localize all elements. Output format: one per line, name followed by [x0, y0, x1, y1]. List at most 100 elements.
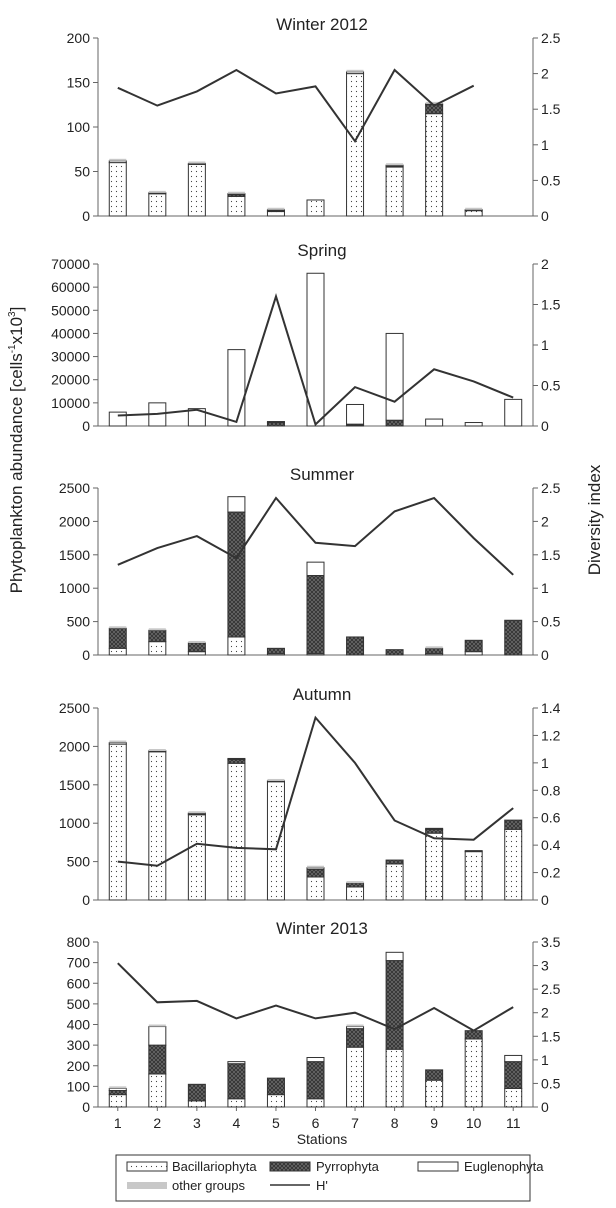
bar-pyrrophyta	[425, 647, 444, 655]
bar-euglenophyta	[464, 209, 483, 212]
chart-title: Spring	[297, 241, 346, 260]
bar-pyrrophyta	[148, 1044, 167, 1075]
bar-other-groups	[148, 190, 166, 193]
bar-euglenophyta	[464, 422, 483, 427]
y-tick-label: 600	[67, 975, 91, 991]
bar-other-groups	[148, 749, 166, 752]
bar-bacillariophyta	[227, 636, 246, 656]
bar-other-groups	[148, 628, 166, 631]
y2-tick-label: 1.5	[541, 297, 561, 313]
chart-panel: Autumn 0 500 1000 1500 2000 2500 0 0.2 0.4 0.6 0.8 1…	[59, 685, 561, 908]
bar-pyrrophyta	[385, 859, 404, 865]
diversity-line	[117, 496, 514, 576]
bar-bacillariophyta	[227, 195, 246, 217]
station-label: 7	[351, 1115, 359, 1131]
bar-other-groups	[148, 1024, 166, 1027]
station-label: 9	[430, 1115, 438, 1131]
y2-tick-label: 2.5	[541, 981, 561, 997]
bar-bacillariophyta	[504, 1087, 523, 1108]
bar-pyrrophyta	[266, 422, 285, 427]
station-label: 4	[233, 1115, 241, 1131]
bar-pyrrophyta	[266, 647, 285, 655]
y2-tick-label: 1	[541, 755, 549, 771]
y-tick-label: 500	[67, 996, 91, 1012]
bar-other-groups	[188, 811, 206, 814]
station-tick-labels: 1 2 3 4 5 6 7 8 9 10 11	[114, 1107, 521, 1131]
bar-bacillariophyta	[504, 828, 523, 901]
y2-tick-label: 0	[541, 892, 549, 908]
bar-pyrrophyta	[464, 639, 483, 653]
y2-tick-label: 2.5	[541, 480, 561, 496]
station-label: 8	[391, 1115, 399, 1131]
bar-pyrrophyta	[306, 1061, 325, 1100]
bar-bacillariophyta	[108, 647, 127, 656]
chart-panel: Winter 2013 0 100 200 300 400 500 600 700 800 0 0.5…	[67, 919, 561, 1115]
bar-other-groups	[109, 1086, 127, 1089]
legend-label-other-groups: other groups	[172, 1178, 245, 1193]
y-tick-label: 150	[67, 75, 91, 91]
y-tick-label: 100	[67, 1078, 91, 1094]
bar-pyrrophyta	[464, 1030, 483, 1040]
bar-euglenophyta	[346, 71, 365, 75]
bar-pyrrophyta	[346, 882, 365, 888]
bar-bacillariophyta	[108, 162, 127, 217]
y2-tick-label: 2	[541, 66, 549, 82]
bar-euglenophyta	[227, 757, 246, 760]
bar-bacillariophyta	[227, 762, 246, 901]
legend-frame	[115, 1154, 531, 1202]
bar-other-groups	[425, 101, 443, 104]
y-tick-label: 30000	[51, 349, 90, 365]
chart-panel: Winter 2012 0 50 100 150 200 0 0.5 1 1.5 2 2.5	[67, 15, 561, 224]
y2-tick-label: 3	[541, 958, 549, 974]
y2-tick-label: 3.5	[541, 934, 561, 950]
bar-euglenophyta	[425, 418, 444, 427]
y-axis-label-sup1: -1	[7, 344, 18, 353]
y-tick-label: 200	[67, 30, 91, 46]
bar-other-groups	[109, 158, 127, 161]
bar-other-groups	[425, 646, 443, 649]
bar-other-groups	[267, 207, 285, 210]
bar-bacillariophyta	[306, 199, 325, 217]
bar-euglenophyta	[464, 850, 483, 853]
bar-bacillariophyta	[187, 1100, 206, 1108]
diversity-line	[117, 293, 514, 427]
y2-tick-label: 0	[541, 647, 549, 663]
bar-bacillariophyta	[187, 651, 206, 656]
bar-bacillariophyta	[266, 211, 285, 217]
bar-bacillariophyta	[346, 1046, 365, 1108]
legend: Bacillariophyta Pyrrophyta Euglenophyta …	[115, 1154, 544, 1202]
bar-pyrrophyta	[504, 619, 523, 656]
y2-tick-label: 0.6	[541, 810, 561, 826]
diversity-line	[117, 962, 514, 1032]
y2-tick-label: 1	[541, 137, 549, 153]
y-tick-label: 0	[82, 418, 90, 434]
y2-tick-label: 2.5	[541, 30, 561, 46]
bar-pyrrophyta	[187, 1083, 206, 1102]
y-tick-label: 1500	[59, 547, 90, 563]
bar-other-groups	[267, 778, 285, 781]
y2-tick-label: 1.4	[541, 700, 561, 716]
y2-tick-label: 0.8	[541, 782, 561, 798]
station-label: 5	[272, 1115, 280, 1131]
station-label: 2	[153, 1115, 161, 1131]
legend-label-bacillariophyta: Bacillariophyta	[172, 1159, 257, 1174]
bar-euglenophyta	[108, 742, 127, 745]
bar-bacillariophyta	[385, 166, 404, 217]
chart-panel: Summer 0 500 1000 1500 2000 2500 0 0.5 1 1.5 2 2.5	[59, 465, 561, 663]
bar-euglenophyta	[227, 496, 246, 513]
bar-euglenophyta	[504, 398, 523, 427]
bar-bacillariophyta	[227, 1098, 246, 1108]
bar-bacillariophyta	[464, 1038, 483, 1108]
y-axis-label-right: Diversity index	[585, 464, 604, 575]
bar-bacillariophyta	[306, 1098, 325, 1108]
bar-euglenophyta	[148, 1026, 167, 1046]
bar-pyrrophyta	[425, 1069, 444, 1081]
y-tick-label: 50	[74, 164, 90, 180]
bar-bacillariophyta	[266, 1094, 285, 1108]
bar-euglenophyta	[108, 160, 127, 164]
diversity-line	[117, 68, 475, 144]
bar-bacillariophyta	[425, 1079, 444, 1108]
bar-pyrrophyta	[227, 758, 246, 764]
legend-label-euglenophyta: Euglenophyta	[464, 1159, 544, 1174]
y-tick-label: 10000	[51, 395, 90, 411]
